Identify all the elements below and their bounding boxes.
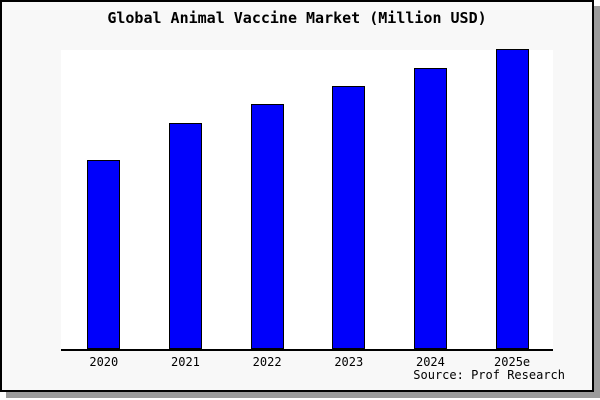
bar-2021 [168, 123, 202, 349]
chart-title: Global Animal Vaccine Market (Million US… [107, 9, 487, 27]
source-credit: Source: Prof Research [413, 368, 565, 382]
bar-2020 [87, 160, 121, 349]
bar-2022 [250, 104, 284, 349]
x-tick-label-2023: 2023 [334, 355, 364, 369]
x-tick-label-2022: 2022 [252, 355, 282, 369]
plot-area [61, 49, 553, 351]
bar-2024 [413, 67, 447, 349]
bar-2023 [332, 86, 366, 349]
x-tick-label-2021: 2021 [171, 355, 200, 369]
x-tick-label-2025e: 2025e [494, 355, 531, 369]
chart-frame: Global Animal Vaccine Market (Million US… [0, 0, 594, 392]
x-axis-labels: 2020 2021 2022 2023 2024 2025e [2, 355, 592, 371]
x-tick-label-2024: 2024 [415, 355, 445, 369]
x-tick-label-2020: 2020 [89, 355, 119, 369]
bar-2025e [495, 49, 529, 349]
